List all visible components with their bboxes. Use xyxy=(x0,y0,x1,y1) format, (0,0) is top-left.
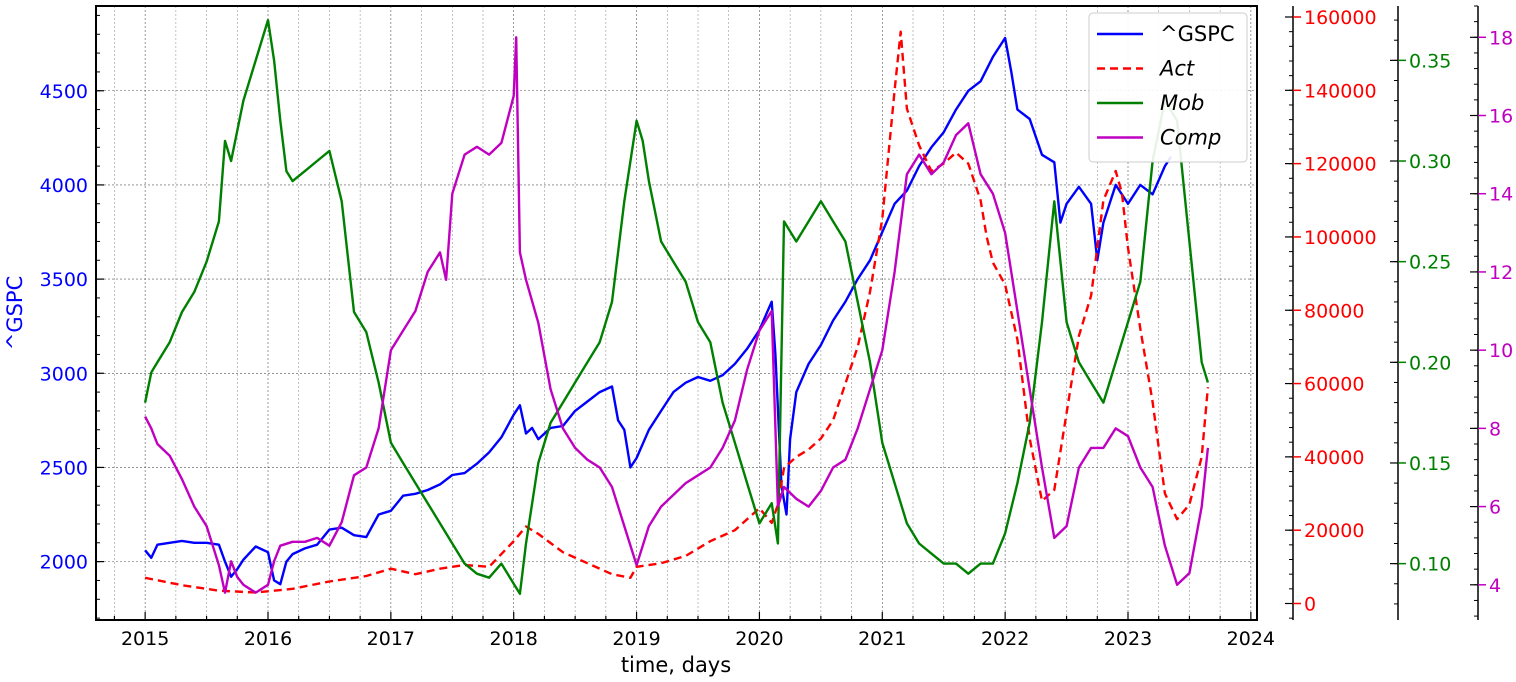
x-tick-label: 2020 xyxy=(735,628,783,650)
x-tick-label: 2018 xyxy=(490,628,538,650)
x-tick-label: 2022 xyxy=(981,628,1029,650)
y-axis-act: 0 20000 40000 60000 80000 100000 120000 140000 1… xyxy=(1285,6,1377,620)
y-tick-label: 0.15 xyxy=(1409,453,1451,475)
series-line-gspc xyxy=(144,36,1173,586)
series-line-act xyxy=(144,30,1210,594)
x-tick-label: 2024 xyxy=(1227,628,1275,650)
legend-label: Comp xyxy=(1160,126,1221,150)
plot-frame xyxy=(95,5,1258,621)
x-tick-label: 2021 xyxy=(858,628,906,650)
y-tick-label: 6 xyxy=(1489,497,1501,519)
y-axis-mob: 0.10 0.15 0.20 0.25 0.30 0.35 xyxy=(1390,6,1451,620)
y-tick-label: 4500 xyxy=(40,81,88,103)
y-tick-label: 0.35 xyxy=(1409,50,1451,72)
y-tick-label: 160000 xyxy=(1304,7,1377,29)
legend-box xyxy=(1088,12,1248,163)
y-tick-label: 120000 xyxy=(1304,154,1377,176)
legend: ^GSPC Act Mob Comp xyxy=(1088,12,1248,163)
y-tick-label: 2500 xyxy=(40,457,88,479)
series-layer xyxy=(143,18,1210,595)
y-axis-label: ^GSPC xyxy=(3,276,27,351)
x-tick-label: 2019 xyxy=(612,628,660,650)
y-tick-label: 0.20 xyxy=(1409,352,1451,374)
grid-layer xyxy=(96,6,1257,620)
x-tick-label: 2016 xyxy=(244,628,292,650)
y-tick-label: 3500 xyxy=(40,269,88,291)
y-tick-label: 0.10 xyxy=(1409,554,1451,576)
x-tick-label: 2015 xyxy=(121,628,169,650)
y-tick-label: 18 xyxy=(1489,27,1513,49)
y-tick-label: 4 xyxy=(1489,575,1501,597)
y-tick-label: 80000 xyxy=(1304,300,1364,322)
y-axis-gspc: 2000 2500 3000 3500 4000 4500 ^GSPC xyxy=(3,14,104,619)
x-axis: 2015 2016 2017 2018 2019 2020 2021 2022 2023 2024 xyxy=(113,612,1275,650)
y-tick-label: 10 xyxy=(1489,340,1513,362)
legend-label: Mob xyxy=(1160,91,1204,115)
y-axes: 2000 2500 3000 3500 4000 4500 ^GSPC 0 20000 40000… xyxy=(3,5,1513,620)
y-tick-label: 3000 xyxy=(40,363,88,385)
y-tick-label: 12 xyxy=(1489,262,1513,284)
y-tick-label: 16 xyxy=(1489,106,1513,128)
series-line-comp xyxy=(144,36,1210,594)
y-tick-label: 0.30 xyxy=(1409,151,1451,173)
legend-label: Act xyxy=(1158,57,1195,81)
y-tick-label: 0 xyxy=(1304,594,1316,616)
y-tick-label: 0.25 xyxy=(1409,252,1451,274)
y-tick-label: 8 xyxy=(1489,418,1501,440)
y-tick-label: 2000 xyxy=(40,552,88,574)
y-tick-label: 4000 xyxy=(40,175,88,197)
y-tick-label: 40000 xyxy=(1304,447,1364,469)
legend-label: ^GSPC xyxy=(1160,22,1235,46)
y-tick-label: 140000 xyxy=(1304,80,1377,102)
y-tick-label: 100000 xyxy=(1304,227,1377,249)
y-axis-comp: 4 6 8 10 12 14 16 18 xyxy=(1470,5,1513,620)
y-tick-label: 60000 xyxy=(1304,374,1364,396)
y-tick-label: 14 xyxy=(1489,184,1513,206)
x-tick-label: 2017 xyxy=(367,628,415,650)
x-axis-label: time, days xyxy=(621,653,731,677)
series-line-mob xyxy=(143,18,1210,595)
y-tick-label: 20000 xyxy=(1304,520,1364,542)
x-tick-label: 2023 xyxy=(1104,628,1152,650)
